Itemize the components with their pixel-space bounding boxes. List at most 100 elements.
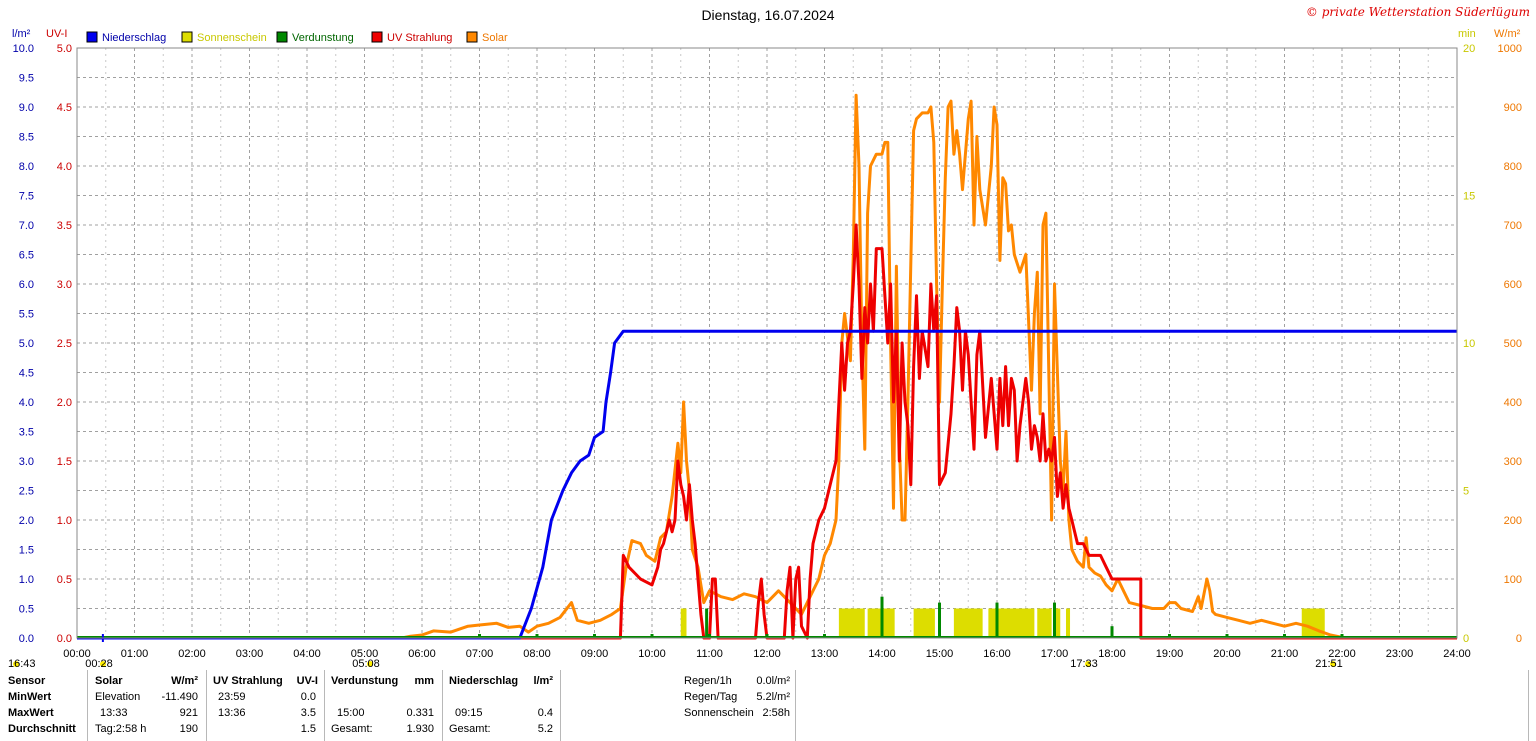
rain-tick-label: 6.5: [19, 250, 34, 262]
rain-tick-label: 2.0: [19, 515, 34, 527]
sonnenschein-label: Sonnenschein: [684, 707, 754, 719]
verdunstung-mark: [708, 634, 711, 638]
x-tick-label: 00:00: [63, 648, 91, 660]
verdunstung-mark: [765, 634, 769, 638]
x-tick-label: 12:00: [753, 648, 781, 660]
sun-marker-label: 21:51: [1315, 658, 1343, 670]
x-tick-label: 01:00: [121, 648, 149, 660]
x-tick-label: 08:00: [523, 648, 551, 660]
rain-tick-label: 6.0: [19, 279, 34, 291]
x-tick-label: 24:00: [1443, 648, 1471, 660]
verdunstung-header: Verdunstung: [331, 675, 399, 687]
sun-tick-label: 10: [1463, 338, 1475, 350]
sun-tick-label: 15: [1463, 191, 1475, 203]
verdunstung-max-value: 0.331: [406, 707, 434, 719]
x-tick-label: 07:00: [466, 648, 494, 660]
tick-labels: 0.0 0.5 1.0 1.5 2.0 2.5 3.0 3.5 4.0 4.5 5.0 5.5 6.0 6…: [13, 43, 1522, 660]
legend-swatch-4: [466, 31, 478, 43]
series-line-solar: [77, 93, 1457, 640]
sensor-header: Sensor: [8, 675, 46, 687]
legend-label-1: Sonnenschein: [197, 32, 267, 44]
solar-tick-label: 900: [1504, 102, 1522, 114]
axis-unit-labels: l/m² UV-I min W/m²: [12, 28, 1521, 40]
sun-markers: 16:43 00:28 05:08 17:33 21:51: [8, 658, 1343, 670]
stats-separator: [87, 670, 88, 741]
solar-tick-label: 300: [1504, 456, 1522, 468]
stats-separator: [324, 670, 325, 741]
verdunstung-mark: [1340, 634, 1344, 638]
solar-tick-label: 500: [1504, 338, 1522, 350]
regen-tag-label: Regen/Tag: [684, 691, 738, 703]
rain-tick-label: 2.5: [19, 486, 34, 498]
verdunstung-mark: [823, 634, 826, 638]
solar-tick-label: 400: [1504, 397, 1522, 409]
verdunstung-mark: [1283, 634, 1286, 638]
sun-tick-label: 0: [1463, 633, 1469, 645]
solar-unit: W/m²: [171, 675, 198, 687]
uv-tick-label: 2.5: [57, 338, 72, 350]
sun-tick-label: 20: [1463, 43, 1475, 55]
uv-axis-unit: UV-I: [46, 28, 67, 40]
rain-tick-label: 7.5: [19, 191, 34, 203]
solar-axis-unit: W/m²: [1494, 28, 1521, 40]
solar-max-value: 921: [179, 707, 198, 719]
x-tick-label: 18:00: [1098, 648, 1126, 660]
legend-swatch-2: [276, 31, 288, 43]
rain-tick-label: 0.5: [19, 604, 34, 616]
x-tick-label: 09:00: [581, 648, 609, 660]
series-line-niederschlag: [77, 329, 1457, 640]
x-tick-label: 11:00: [696, 648, 723, 660]
rain-tick-label: 3.0: [19, 456, 34, 468]
solar-min-time: Elevation: [95, 691, 141, 703]
rain-tick-label: 0.0: [19, 633, 34, 645]
x-tick-label: 20:00: [1213, 648, 1241, 660]
stats-separator: [560, 670, 561, 741]
sunshine-bar: [838, 608, 865, 638]
solar-header: Solar: [95, 675, 123, 687]
uv-header: UV Strahlung: [213, 675, 283, 687]
niederschlag-header: Niederschlag: [449, 675, 519, 687]
sunshine-bar: [680, 608, 687, 638]
minwert-label: MinWert: [8, 691, 52, 703]
legend-label-3: UV Strahlung: [387, 32, 452, 44]
solar-tick-label: 800: [1504, 161, 1522, 173]
rain-tick-label: 4.0: [19, 397, 34, 409]
stats-separator: [206, 670, 207, 741]
stats-separator: [795, 670, 796, 741]
niederschlag-total-label: Gesamt:: [449, 723, 491, 735]
niederschlag-max-time: 09:15: [455, 707, 483, 719]
uv-avg-value: 1.5: [300, 723, 316, 735]
uv-tick-label: 4.5: [57, 102, 72, 114]
uv-tick-label: 0.5: [57, 574, 72, 586]
stats-separator: [442, 670, 443, 741]
sun-marker-icon: [1085, 661, 1091, 667]
maxwert-label: MaxWert: [8, 707, 54, 719]
rain-tick-label: 1.0: [19, 574, 34, 586]
x-tick-label: 13:00: [811, 648, 839, 660]
durchschnitt-label: Durchschnitt: [8, 723, 76, 735]
verdunstung-unit: mm: [414, 675, 434, 687]
sun-marker-icon: [13, 661, 19, 667]
uv-max-time: 13:36: [218, 707, 246, 719]
rain-tick-label: 10.0: [13, 43, 34, 55]
x-tick-label: 23:00: [1386, 648, 1414, 660]
legend-label-4: Solar: [482, 32, 508, 44]
rain-tick-label: 8.5: [19, 132, 34, 144]
solar-avg-time: Tag:2:58 h: [95, 723, 147, 735]
sunshine-bar: [988, 608, 1035, 638]
sun-marker-icon: [367, 661, 373, 667]
rain-tick-label: 4.5: [19, 368, 34, 380]
x-tick-label: 03:00: [236, 648, 264, 660]
legend: Niederschlag Sonnenschein Verdunstung UV St…: [86, 31, 508, 44]
stats-panel: Sensor MinWert MaxWert Durchschnitt Sola…: [0, 670, 1536, 741]
sun-marker-label: 00:28: [85, 658, 113, 670]
x-tick-label: 10:00: [638, 648, 666, 660]
sunshine-bar: [1066, 608, 1071, 638]
regen-1h-value: 0.0l/m²: [756, 675, 790, 687]
x-tick-label: 15:00: [926, 648, 954, 660]
x-tick-label: 06:00: [408, 648, 436, 660]
uv-tick-label: 1.0: [57, 515, 72, 527]
station-credit: © private Wetterstation Süderlügum: [1306, 5, 1530, 19]
x-tick-label: 22:00: [1328, 648, 1356, 660]
verdunstung-max-time: 15:00: [337, 707, 365, 719]
